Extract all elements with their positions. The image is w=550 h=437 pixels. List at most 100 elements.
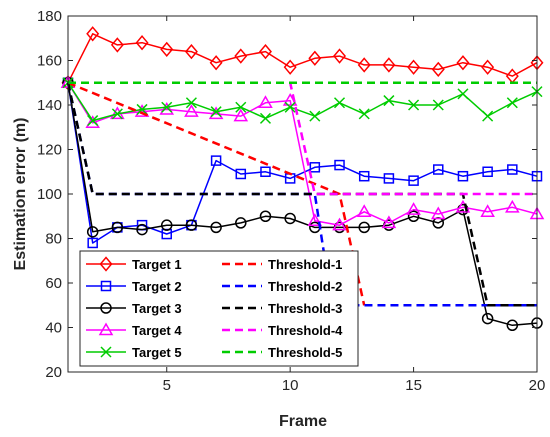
data-point-target-4 (258, 95, 273, 109)
data-point-target-5 (358, 108, 370, 120)
data-point-target-2 (383, 173, 395, 184)
data-point-target-3 (210, 221, 222, 234)
data-point-target-1 (283, 59, 297, 75)
legend-marker-target-4 (98, 322, 114, 336)
data-point-target-5 (210, 106, 222, 118)
data-point-target-2 (87, 237, 98, 249)
data-point-target-2 (309, 162, 321, 173)
data-point-target-1 (184, 43, 198, 60)
legend-label-target-4: Target 4 (132, 323, 182, 338)
legend-label-target-2: Target 2 (132, 279, 182, 294)
data-point-target-1 (135, 35, 149, 51)
data-point-target-1 (481, 59, 495, 75)
y-tick-label: 100 (37, 186, 62, 203)
data-point-target-1 (160, 41, 174, 58)
data-point-target-1 (431, 61, 445, 78)
data-point-target-4 (159, 101, 175, 115)
legend-marker-target-1 (99, 256, 113, 272)
legend-marker-target-5 (100, 346, 112, 358)
data-point-target-1 (258, 43, 272, 60)
data-point-target-4 (134, 104, 150, 117)
data-point-target-4 (332, 217, 347, 231)
data-point-target-5 (235, 101, 247, 113)
data-point-target-1 (333, 48, 347, 64)
x-tick-label: 10 (282, 377, 299, 394)
data-point-target-5 (284, 101, 296, 113)
x-tick-label: 5 (163, 377, 171, 394)
data-point-target-4 (430, 206, 446, 220)
data-point-target-5 (506, 97, 518, 109)
y-tick-label: 40 (45, 320, 62, 337)
data-point-target-5 (383, 95, 395, 107)
data-point-target-3 (259, 210, 272, 222)
legend-marker-target-2 (100, 280, 112, 292)
data-point-target-4 (233, 108, 249, 122)
legend-label-threshold-2: Threshold-2 (268, 279, 342, 294)
data-point-target-4 (85, 115, 100, 129)
data-point-target-5 (432, 99, 444, 111)
x-tick-label: 15 (405, 377, 422, 394)
legend-label-target-5: Target 5 (132, 345, 182, 360)
data-point-target-1 (234, 48, 248, 64)
data-point-target-1 (357, 57, 371, 73)
legend-label-threshold-4: Threshold-4 (268, 323, 343, 338)
data-point-target-5 (457, 88, 469, 100)
data-point-target-2 (482, 166, 493, 177)
data-point-target-1 (209, 55, 223, 71)
y-tick-label: 120 (37, 142, 62, 159)
data-point-target-4 (480, 204, 495, 218)
y-tick-label: 80 (45, 231, 62, 248)
data-point-target-5 (482, 110, 494, 122)
data-point-target-2 (457, 170, 469, 182)
data-point-target-5 (309, 110, 321, 122)
data-point-target-2 (235, 168, 247, 180)
series-line-target-5 (67, 82, 538, 122)
markers-target-1 (61, 26, 544, 91)
data-point-target-5 (87, 115, 99, 127)
data-point-target-1 (110, 37, 124, 53)
y-tick-label: 20 (45, 364, 62, 381)
data-point-target-2 (433, 164, 444, 175)
data-point-target-1 (407, 59, 421, 75)
data-point-target-2 (507, 164, 518, 175)
data-point-target-3 (86, 226, 99, 238)
data-point-target-5 (333, 97, 346, 109)
data-point-target-3 (185, 219, 198, 231)
data-point-target-4 (381, 215, 397, 229)
legend-label-target-3: Target 3 (132, 301, 182, 316)
data-point-target-4 (307, 213, 323, 226)
y-tick-label: 140 (37, 97, 62, 114)
legend-box (79, 250, 359, 367)
data-point-target-1 (308, 50, 322, 66)
data-point-target-4 (505, 199, 520, 213)
markers-target-4 (60, 75, 545, 231)
axes-layer: 20 40 60 80 100 120 140 160 180 5 10 15 20 (37, 8, 545, 394)
data-point-target-5 (408, 99, 420, 111)
y-axis-label: Estimation error (m) (12, 118, 29, 271)
data-point-target-2 (334, 159, 345, 171)
data-point-target-3 (481, 312, 494, 325)
data-point-target-2 (408, 175, 419, 186)
data-point-target-2 (358, 170, 370, 182)
data-point-target-3 (284, 212, 296, 225)
data-point-target-2 (260, 166, 271, 177)
data-point-target-5 (259, 112, 272, 124)
data-point-target-3 (136, 223, 148, 236)
data-point-target-3 (160, 219, 173, 231)
data-point-target-3 (506, 319, 519, 332)
data-point-target-2 (210, 155, 222, 166)
data-point-target-4 (406, 202, 421, 215)
legend-label-threshold-1: Threshold-1 (268, 257, 342, 272)
legend: Target 1 Target 2 Target 3 Target 4 Target 5… (79, 250, 359, 367)
x-axis-label: Frame (279, 413, 327, 430)
data-point-target-4 (184, 104, 199, 117)
data-point-target-1 (456, 55, 470, 71)
data-point-target-5 (185, 97, 197, 109)
y-tick-label: 160 (37, 53, 62, 70)
legend-label-threshold-5: Threshold-5 (268, 345, 342, 360)
y-tick-label: 60 (45, 275, 62, 292)
x-tick-label: 20 (529, 377, 546, 394)
legend-label-threshold-3: Threshold-3 (268, 301, 342, 316)
data-point-target-4 (356, 204, 372, 218)
